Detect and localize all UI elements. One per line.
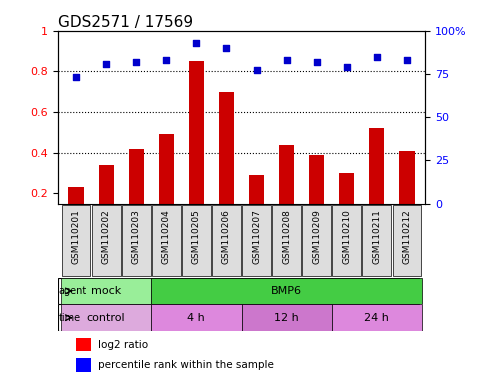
Bar bbox=[76, 358, 91, 372]
FancyBboxPatch shape bbox=[92, 205, 121, 276]
FancyBboxPatch shape bbox=[362, 205, 391, 276]
Point bbox=[343, 64, 351, 70]
Text: GSM110212: GSM110212 bbox=[402, 209, 412, 264]
Bar bbox=[69, 187, 84, 234]
FancyBboxPatch shape bbox=[242, 205, 271, 276]
Text: GSM110205: GSM110205 bbox=[192, 209, 201, 264]
FancyBboxPatch shape bbox=[332, 205, 361, 276]
Text: agent: agent bbox=[58, 286, 87, 296]
Point bbox=[223, 45, 230, 51]
Text: GSM110203: GSM110203 bbox=[132, 209, 141, 264]
FancyBboxPatch shape bbox=[151, 278, 422, 304]
Point bbox=[373, 53, 381, 60]
Text: control: control bbox=[87, 313, 126, 323]
Text: BMP6: BMP6 bbox=[271, 286, 302, 296]
Text: 12 h: 12 h bbox=[274, 313, 299, 323]
Text: GSM110206: GSM110206 bbox=[222, 209, 231, 264]
Bar bbox=[219, 92, 234, 234]
Text: GSM110209: GSM110209 bbox=[312, 209, 321, 264]
FancyBboxPatch shape bbox=[242, 304, 332, 331]
FancyBboxPatch shape bbox=[122, 205, 151, 276]
Bar bbox=[339, 173, 355, 234]
FancyBboxPatch shape bbox=[212, 205, 241, 276]
Text: mock: mock bbox=[91, 286, 121, 296]
Text: GSM110208: GSM110208 bbox=[282, 209, 291, 264]
Text: log2 ratio: log2 ratio bbox=[99, 339, 148, 350]
Text: GSM110204: GSM110204 bbox=[162, 209, 171, 264]
FancyBboxPatch shape bbox=[61, 205, 90, 276]
Bar bbox=[309, 155, 324, 234]
Bar bbox=[159, 134, 174, 234]
Point bbox=[102, 60, 110, 67]
Text: time: time bbox=[58, 313, 81, 323]
Text: 4 h: 4 h bbox=[187, 313, 205, 323]
Text: GSM110210: GSM110210 bbox=[342, 209, 351, 264]
Text: GDS2571 / 17569: GDS2571 / 17569 bbox=[58, 15, 193, 30]
Point bbox=[313, 59, 321, 65]
Point bbox=[193, 40, 200, 46]
Text: GSM110207: GSM110207 bbox=[252, 209, 261, 264]
Bar bbox=[128, 149, 144, 234]
Point bbox=[403, 57, 411, 63]
FancyBboxPatch shape bbox=[152, 205, 181, 276]
Bar bbox=[249, 175, 264, 234]
FancyBboxPatch shape bbox=[302, 205, 331, 276]
Text: percentile rank within the sample: percentile rank within the sample bbox=[99, 360, 274, 370]
Point bbox=[253, 67, 260, 73]
FancyBboxPatch shape bbox=[332, 304, 422, 331]
Point bbox=[132, 59, 140, 65]
Text: GSM110202: GSM110202 bbox=[101, 209, 111, 264]
FancyBboxPatch shape bbox=[151, 304, 242, 331]
FancyBboxPatch shape bbox=[61, 304, 151, 331]
FancyBboxPatch shape bbox=[61, 278, 151, 304]
Point bbox=[72, 74, 80, 81]
Bar bbox=[76, 338, 91, 351]
Text: GSM110201: GSM110201 bbox=[71, 209, 81, 264]
Bar bbox=[369, 128, 384, 234]
Point bbox=[162, 57, 170, 63]
FancyBboxPatch shape bbox=[272, 205, 301, 276]
FancyBboxPatch shape bbox=[182, 205, 211, 276]
Bar bbox=[399, 151, 414, 234]
Point bbox=[283, 57, 290, 63]
Bar bbox=[279, 144, 294, 234]
Bar bbox=[189, 61, 204, 234]
Text: 24 h: 24 h bbox=[365, 313, 389, 323]
Text: GSM110211: GSM110211 bbox=[372, 209, 382, 264]
Bar bbox=[99, 165, 114, 234]
FancyBboxPatch shape bbox=[393, 205, 422, 276]
